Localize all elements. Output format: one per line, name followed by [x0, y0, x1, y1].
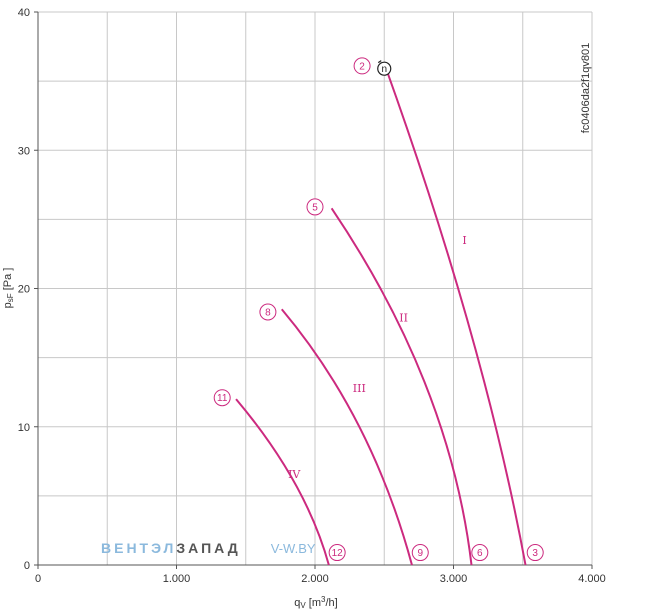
- y-axis-title-unit: [Pa ]: [2, 268, 14, 294]
- y-axis-title-symbol: p: [2, 302, 14, 308]
- curve-i: [384, 66, 527, 566]
- y-tick-label: 10: [18, 422, 30, 434]
- fan-icon-arrow: [377, 60, 382, 64]
- watermark-part2: ЗАПАД: [176, 540, 240, 556]
- curve-label-iv: IV: [288, 468, 301, 481]
- fan-icon-label: n: [381, 64, 387, 75]
- performance-curves: [235, 66, 527, 566]
- x-tick-label: 3.000: [440, 573, 468, 585]
- x-axis-title-unit: [m: [306, 597, 321, 609]
- watermark-part3: V-W.BY: [271, 541, 316, 556]
- marker-circle: [411, 544, 429, 562]
- x-axis-title-unit-end: /h]: [325, 597, 337, 609]
- tick-labels: 0 1.000 2.000 3.000 4.000 0 10 20 30 40: [18, 7, 606, 585]
- y-tick-label: 20: [18, 284, 30, 296]
- curve-iii: [280, 308, 413, 566]
- marker-circle: [471, 544, 489, 562]
- marker-number: 12: [332, 548, 344, 559]
- marker-circle: [213, 389, 231, 407]
- marker-2: 2: [353, 57, 371, 75]
- curve-label-iii: III: [353, 382, 366, 395]
- x-tick-label: 4.000: [578, 573, 606, 585]
- marker-circle: [353, 57, 371, 75]
- marker-circle: [328, 544, 346, 562]
- marker-6: 6: [471, 544, 489, 562]
- watermark-part1: ВЕНТЭЛ: [101, 540, 176, 556]
- y-tick-label: 40: [18, 7, 30, 19]
- marker-number: 11: [217, 393, 228, 404]
- y-axis-title: psF [Pa ]: [2, 268, 15, 309]
- marker-number: 5: [312, 202, 318, 213]
- fan-speed-icon: n: [377, 60, 392, 76]
- curve-iv: [235, 398, 330, 566]
- x-tick-label: 1.000: [163, 573, 191, 585]
- marker-number: 9: [417, 548, 423, 559]
- marker-number: 8: [265, 308, 271, 319]
- x-axis-title: qV [m3/h]: [294, 595, 337, 610]
- watermark: ВЕНТЭЛЗАПАД V-W.BY: [101, 540, 316, 556]
- curve-label-ii: II: [399, 312, 408, 325]
- grid-lines: [37, 11, 593, 566]
- marker-number: 2: [359, 61, 365, 72]
- marker-12: 12: [328, 544, 346, 562]
- marker-circle: [526, 544, 544, 562]
- x-axis-title-symbol: q: [294, 597, 300, 609]
- marker-11: 11: [213, 389, 231, 407]
- marker-circle: [259, 303, 277, 321]
- x-axis-title-exponent: 3: [321, 595, 326, 604]
- curve-label-i: I: [462, 234, 466, 247]
- fan-icon-circle: [377, 61, 392, 76]
- point-markers: 2 3 5 6 8 9 11 12 n: [213, 57, 544, 562]
- curve-ii: [330, 207, 473, 566]
- marker-8: 8: [259, 303, 277, 321]
- marker-number: 3: [532, 548, 538, 559]
- x-axis-title-subscript: V: [300, 601, 306, 610]
- y-tick-label: 0: [24, 560, 30, 572]
- marker-5: 5: [306, 198, 324, 216]
- y-axis-title-subscript: sF: [6, 293, 15, 302]
- chart-code: fc0406da2f1qv801: [580, 43, 592, 134]
- marker-circle: [306, 198, 324, 216]
- marker-3: 3: [526, 544, 544, 562]
- x-tick-label: 0: [35, 573, 41, 585]
- x-tick-label: 2.000: [301, 573, 329, 585]
- marker-9: 9: [411, 544, 429, 562]
- y-tick-label: 30: [18, 145, 30, 157]
- marker-number: 6: [477, 548, 483, 559]
